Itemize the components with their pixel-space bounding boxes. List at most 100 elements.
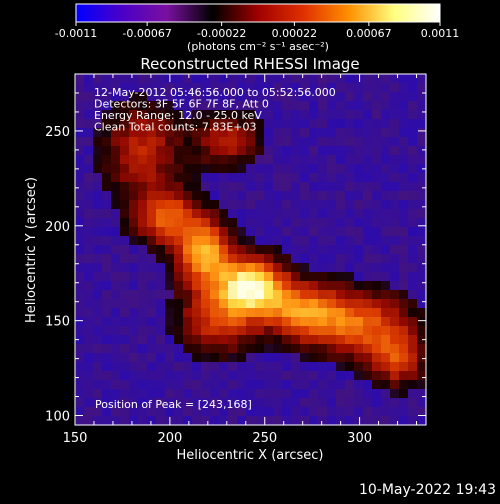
heatmap-cell bbox=[300, 299, 310, 309]
heatmap-cell bbox=[399, 155, 409, 165]
heatmap-cell bbox=[237, 353, 247, 363]
heatmap-cell bbox=[246, 155, 256, 165]
heatmap-cell bbox=[273, 317, 283, 327]
heatmap-cell bbox=[399, 407, 409, 417]
heatmap-cell bbox=[300, 92, 310, 102]
heatmap-cell bbox=[336, 281, 346, 291]
heatmap-cell bbox=[147, 92, 157, 102]
heatmap-cell bbox=[75, 308, 85, 318]
heatmap-cell bbox=[282, 173, 292, 183]
heatmap-cell bbox=[417, 119, 427, 129]
heatmap-cell bbox=[156, 227, 166, 237]
heatmap-cell bbox=[354, 362, 364, 372]
heatmap-cell bbox=[147, 191, 157, 201]
heatmap-cell bbox=[174, 227, 184, 237]
heatmap-cell bbox=[75, 164, 85, 174]
heatmap-cell bbox=[363, 236, 373, 246]
heatmap-cell bbox=[174, 83, 184, 93]
heatmap-cell bbox=[156, 245, 166, 255]
heatmap-cell bbox=[156, 110, 166, 120]
heatmap-cell bbox=[138, 335, 148, 345]
heatmap-cell bbox=[291, 281, 301, 291]
heatmap-cell bbox=[390, 353, 400, 363]
heatmap-cell bbox=[309, 407, 319, 417]
heatmap-cell bbox=[138, 362, 148, 372]
heatmap-cell bbox=[390, 155, 400, 165]
heatmap-cell bbox=[300, 119, 310, 129]
heatmap-cell bbox=[228, 380, 238, 390]
heatmap-cell bbox=[345, 371, 355, 381]
heatmap-cell bbox=[93, 182, 103, 192]
heatmap-cell bbox=[363, 254, 373, 264]
heatmap-cell bbox=[129, 164, 139, 174]
heatmap-cell bbox=[201, 119, 211, 129]
heatmap-cell bbox=[84, 92, 94, 102]
heatmap-cell bbox=[219, 218, 229, 228]
heatmap-cell bbox=[354, 299, 364, 309]
heatmap-cell bbox=[327, 362, 337, 372]
heatmap-cell bbox=[282, 182, 292, 192]
heatmap-cell bbox=[291, 218, 301, 228]
heatmap-cell bbox=[264, 110, 274, 120]
heatmap-cell bbox=[210, 344, 220, 354]
heatmap-cell bbox=[138, 101, 148, 111]
heatmap-cell bbox=[138, 416, 148, 426]
heatmap-cell bbox=[75, 128, 85, 138]
heatmap-cell bbox=[192, 173, 202, 183]
heatmap-cell bbox=[111, 155, 121, 165]
heatmap-cell bbox=[102, 254, 112, 264]
heatmap-cell bbox=[318, 209, 328, 219]
heatmap-cell bbox=[228, 191, 238, 201]
heatmap-cell bbox=[228, 308, 238, 318]
heatmap-cell bbox=[417, 353, 427, 363]
heatmap-cell bbox=[228, 200, 238, 210]
heatmap-cell bbox=[291, 353, 301, 363]
heatmap-cell bbox=[165, 353, 175, 363]
heatmap-cell bbox=[291, 362, 301, 372]
heatmap-cell bbox=[300, 263, 310, 273]
heatmap-cell bbox=[372, 227, 382, 237]
heatmap-cell bbox=[210, 101, 220, 111]
heatmap-cell bbox=[273, 137, 283, 147]
heatmap-cell bbox=[129, 173, 139, 183]
heatmap-cell bbox=[228, 290, 238, 300]
heatmap-cell bbox=[129, 191, 139, 201]
heatmap-cell bbox=[228, 227, 238, 237]
plot-frame bbox=[74, 73, 427, 426]
heatmap-cell bbox=[282, 137, 292, 147]
heatmap-cell bbox=[156, 119, 166, 129]
heatmap-cell bbox=[165, 290, 175, 300]
heatmap-cell bbox=[210, 407, 220, 417]
heatmap-cell bbox=[399, 353, 409, 363]
heatmap-cell bbox=[246, 173, 256, 183]
heatmap-cell bbox=[390, 245, 400, 255]
heatmap-cell bbox=[264, 407, 274, 417]
heatmap-cell bbox=[165, 92, 175, 102]
heatmap-cell bbox=[174, 137, 184, 147]
heatmap-cell bbox=[75, 245, 85, 255]
heatmap-cell bbox=[165, 137, 175, 147]
heatmap-cell bbox=[327, 128, 337, 138]
heatmap-cell bbox=[84, 137, 94, 147]
heatmap-cell bbox=[147, 146, 157, 156]
heatmap-cell bbox=[381, 218, 391, 228]
heatmap-cell bbox=[165, 371, 175, 381]
heatmap-cell bbox=[354, 263, 364, 273]
heatmap-cell bbox=[372, 173, 382, 183]
heatmap-cell bbox=[174, 362, 184, 372]
heatmap-cell bbox=[210, 146, 220, 156]
heatmap-cell bbox=[210, 362, 220, 372]
heatmap-cell bbox=[336, 263, 346, 273]
heatmap-cell bbox=[210, 380, 220, 390]
heatmap-cell bbox=[156, 353, 166, 363]
heatmap-cell bbox=[381, 92, 391, 102]
heatmap-cell bbox=[381, 272, 391, 282]
heatmap-cell bbox=[75, 209, 85, 219]
heatmap-cell bbox=[183, 317, 193, 327]
heatmap-cell bbox=[219, 317, 229, 327]
heatmap-cell bbox=[156, 137, 166, 147]
heatmap-cell bbox=[255, 191, 265, 201]
heatmap-cell bbox=[309, 182, 319, 192]
heatmap-cell bbox=[120, 407, 130, 417]
heatmap-cell bbox=[183, 380, 193, 390]
